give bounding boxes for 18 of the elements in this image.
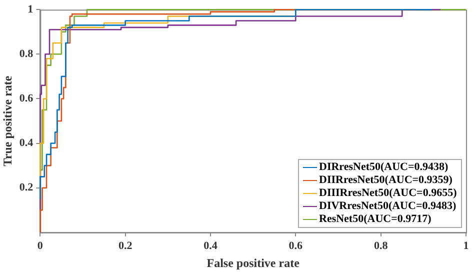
legend-label: DIIIRresNet50(AUC=0.9655) — [319, 187, 457, 200]
legend-label: DIIRresNet50(AUC=0.9359) — [319, 174, 452, 188]
y-tick-label: 0.6 — [19, 92, 34, 105]
legend-label: DIRresNet50(AUC=0.9438) — [319, 161, 448, 174]
x-tick-label: 0.4 — [204, 240, 218, 252]
x-tick-label: 0.8 — [374, 240, 388, 252]
y-tick-label: 0.8 — [19, 48, 34, 60]
y-tick-label: 0.4 — [19, 137, 34, 150]
x-tick-label: 0.6 — [288, 240, 304, 252]
x-tick-label: 1 — [463, 240, 469, 252]
legend-label: ResNet50(AUC=0.9717) — [319, 213, 432, 226]
legend-label: DIVRresNet50(AUC=0.9483) — [319, 200, 456, 214]
y-tick-label: 1 — [28, 3, 34, 16]
x-axis-title: False positive rate — [206, 256, 300, 270]
x-tick-label: 0.2 — [118, 240, 133, 252]
x-tick-label: 0 — [37, 240, 44, 252]
y-tick-label: 0.2 — [19, 182, 34, 194]
y-axis-title: True positive rate — [0, 75, 14, 166]
